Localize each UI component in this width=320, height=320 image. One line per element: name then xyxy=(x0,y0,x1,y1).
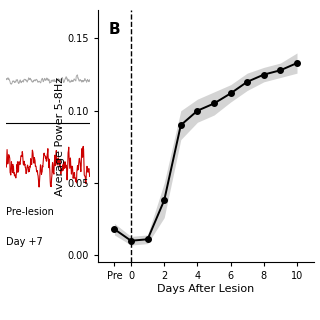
Y-axis label: Average Power 5-8Hz: Average Power 5-8Hz xyxy=(54,76,65,196)
Text: Day +7: Day +7 xyxy=(6,237,43,247)
X-axis label: Days After Lesion: Days After Lesion xyxy=(157,284,254,294)
Text: Pre-lesion: Pre-lesion xyxy=(6,207,54,217)
Text: B: B xyxy=(109,22,120,37)
